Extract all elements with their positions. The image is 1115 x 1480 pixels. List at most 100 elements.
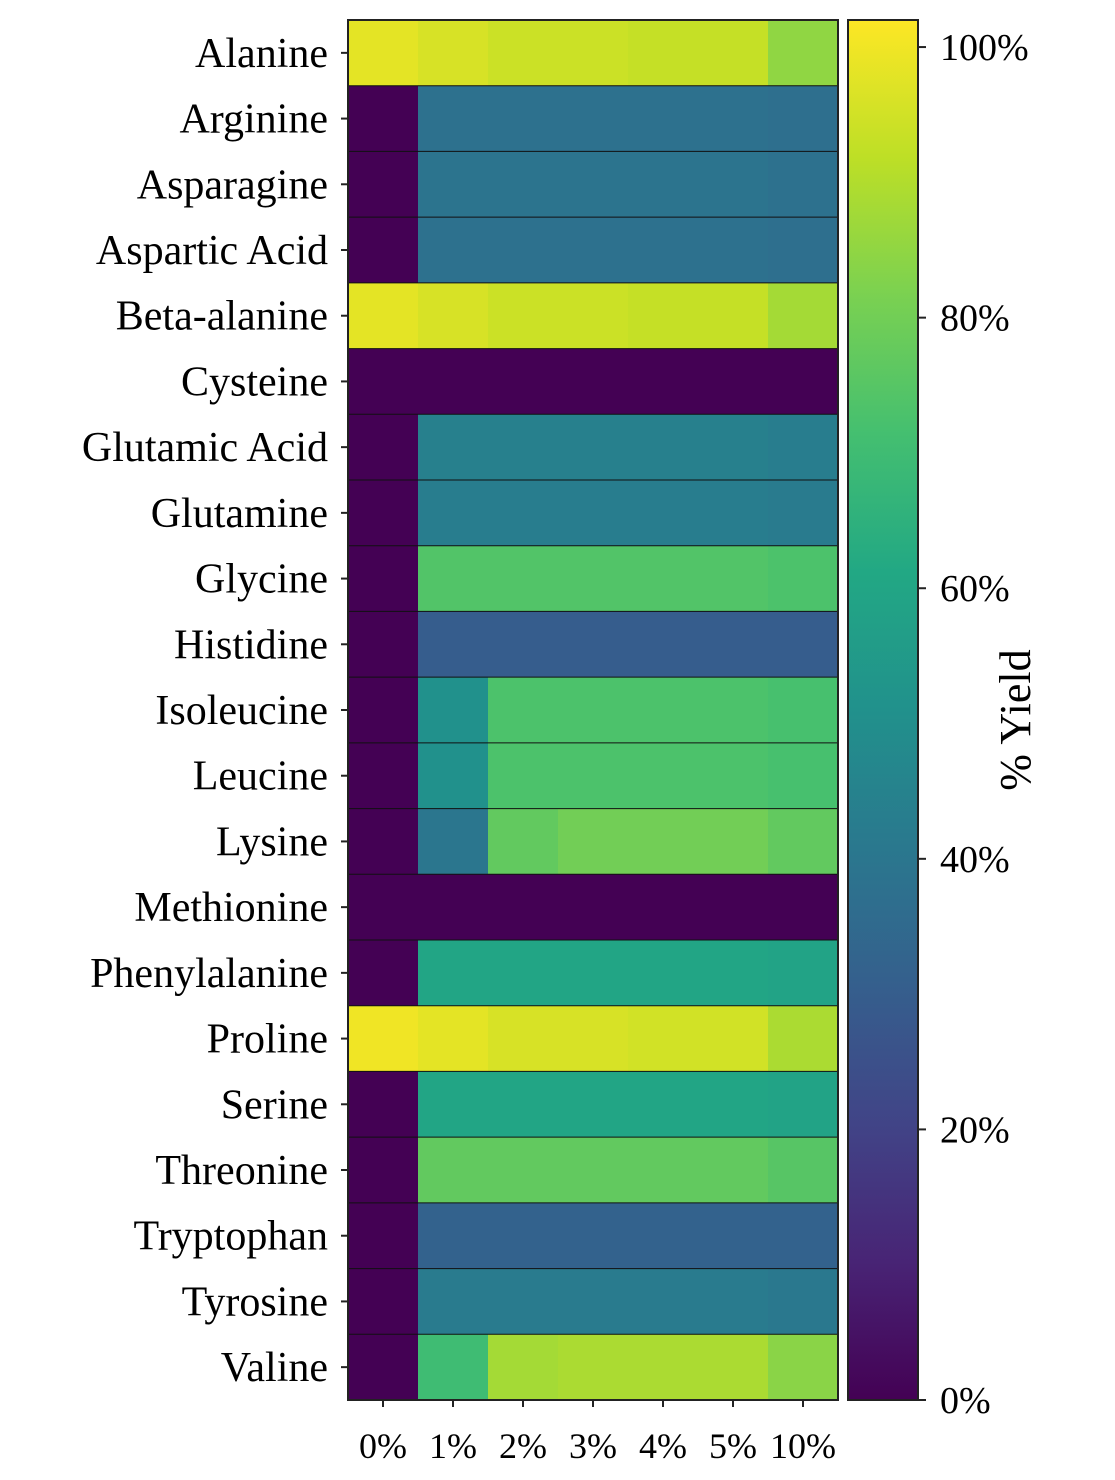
heatmap-cell [488,217,559,284]
heatmap-cell [348,1071,419,1138]
heatmap-cell [348,1202,419,1270]
heatmap-cell [418,480,489,547]
heatmap-cell [768,414,839,481]
heatmap-cell [348,414,419,481]
heatmap-cell [628,808,699,875]
heatmap-cell [628,545,699,612]
heatmap-cell [348,1334,419,1401]
heatmap-cell [558,611,629,678]
heatmap-cell [558,20,629,87]
heatmap-cell [768,1268,839,1335]
heatmap-cell [488,1268,559,1335]
heatmap-cell [488,348,559,415]
y-tick-label: Asparagine [137,162,328,208]
y-tick-label: Proline [207,1017,328,1063]
heatmap-cell [348,874,419,941]
heatmap-cell [488,20,559,87]
heatmap-cell [558,414,629,481]
heatmap-cell [418,742,489,810]
y-tick-label: Tryptophan [134,1214,328,1260]
heatmap-cell [348,1137,419,1204]
heatmap-cell [488,1005,559,1072]
colorbar-label: % Yield [991,649,1040,790]
colorbar-tick-label: 0% [940,1380,991,1422]
heatmap-cell [628,151,699,218]
heatmap-cell [768,282,839,350]
heatmap-cell [558,1334,629,1401]
heatmap-cell [628,1071,699,1138]
heatmap-cell [628,742,699,810]
heatmap-cell [558,940,629,1007]
heatmap-cell [768,1137,839,1204]
heatmap-cell [558,677,629,744]
heatmap-cell [488,480,559,547]
y-tick-label: Isoleucine [155,688,328,734]
heatmap-cell [418,874,489,941]
heatmap-cell [488,874,559,941]
heatmap-cell [698,1334,769,1401]
heatmap-cell [558,808,629,875]
heatmap-cell [348,1268,419,1335]
colorbar-tick-label: 80% [940,298,1010,340]
heatmap-cell [698,217,769,284]
heatmap-cell [348,742,419,810]
heatmap-cell [768,1202,839,1270]
heatmap-cell [558,85,629,152]
heatmap-cell [488,677,559,744]
y-tick-label: Alanine [195,31,328,77]
heatmap-cell [558,151,629,218]
heatmap-cell [418,1005,489,1072]
heatmap-cell [488,742,559,810]
heatmap-cell [768,742,839,810]
heatmap-cell [698,151,769,218]
heatmap-cell [768,20,839,87]
heatmap-cell [348,677,419,744]
y-tick-label: Phenylalanine [90,951,328,997]
heatmap-cell [348,151,419,218]
heatmap-cell [698,611,769,678]
heatmap-cell [558,282,629,350]
heatmap-cell [698,348,769,415]
heatmap-cell [698,1137,769,1204]
heatmap-cell [558,1005,629,1072]
x-tick-label: 0% [359,1426,407,1466]
heatmap-cell [628,677,699,744]
heatmap-cell [628,874,699,941]
heatmap-cell [768,611,839,678]
heatmap-cell [488,1137,559,1204]
x-tick-label: 10% [770,1426,836,1466]
heatmap-cell [558,217,629,284]
heatmap-cell [558,1137,629,1204]
y-tick-label: Arginine [179,97,328,143]
heatmap-cell [418,611,489,678]
heatmap-cell [558,480,629,547]
heatmap-cell [418,1334,489,1401]
y-tick-label: Tyrosine [182,1279,328,1325]
heatmap-cell [558,1202,629,1270]
heatmap-cell [348,85,419,152]
heatmap-cell [698,874,769,941]
heatmap-cell [488,1202,559,1270]
y-tick-label: Threonine [155,1148,328,1194]
heatmap-cell [628,217,699,284]
heatmap-cell [768,1005,839,1072]
heatmap-cell [348,1005,419,1072]
heatmap-cell [628,1137,699,1204]
y-tick-label: Methionine [134,885,328,931]
heatmap-cell [488,1334,559,1401]
heatmap-cell [698,20,769,87]
heatmap-cell [558,348,629,415]
heatmap-cell [418,1268,489,1335]
heatmap-cell [418,808,489,875]
heatmap-cell [348,217,419,284]
x-tick-label: 5% [709,1426,757,1466]
heatmap-cell [698,414,769,481]
colorbar-tick-label: 60% [940,568,1010,610]
heatmap-cell [558,742,629,810]
heatmap-cell [418,151,489,218]
heatmap-cell [698,1268,769,1335]
heatmap-cell [768,1334,839,1401]
heatmap-cell [698,677,769,744]
y-tick-label: Lysine [216,819,328,865]
heatmap-cell [628,20,699,87]
